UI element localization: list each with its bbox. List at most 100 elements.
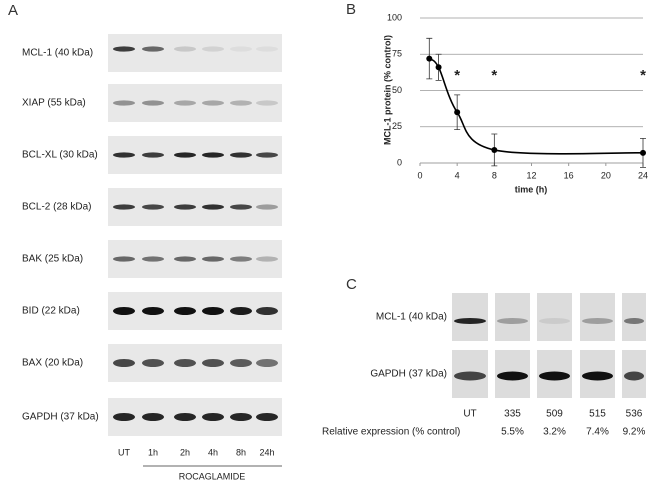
band (174, 256, 196, 262)
sample-label: 335 (504, 409, 521, 420)
band (142, 204, 164, 210)
y-axis-label: MCL-1 protein (% control) (382, 35, 392, 145)
band (539, 371, 570, 381)
band (113, 46, 135, 52)
band (113, 307, 135, 315)
band (113, 359, 135, 367)
panel-label: A (8, 2, 18, 19)
y-tick-label: 100 (387, 12, 402, 22)
x-tick-label: 12 (526, 170, 536, 180)
blot (108, 34, 282, 72)
band (230, 359, 252, 367)
band (113, 413, 135, 421)
band (454, 371, 486, 381)
annotation: * (640, 67, 646, 84)
point (640, 149, 646, 156)
band (582, 371, 613, 381)
band (230, 204, 252, 210)
band (454, 318, 486, 324)
band (202, 307, 224, 315)
band (256, 204, 278, 210)
blot-label: MCL-1 (40 kDa) (22, 48, 93, 59)
band (142, 100, 164, 106)
band (174, 204, 196, 210)
blot (622, 293, 646, 341)
blot-label: XIAP (55 kDa) (22, 98, 86, 109)
band (142, 152, 164, 158)
band (202, 46, 224, 52)
blot-label: GAPDH (37 kDa) (370, 369, 447, 380)
expression-value: 7.4% (586, 427, 609, 438)
band (202, 152, 224, 158)
band (142, 46, 164, 52)
band (174, 100, 196, 106)
band (256, 413, 278, 421)
expression-value: 5.5% (501, 427, 524, 438)
panel-label: C (346, 276, 357, 293)
blot-label: BCL-2 (28 kDa) (22, 202, 91, 213)
lane-label: UT (118, 447, 130, 457)
band (113, 152, 135, 158)
lane-label: 1h (148, 447, 158, 457)
point (491, 146, 498, 153)
band (113, 256, 135, 262)
band (230, 152, 252, 158)
blot-label: BID (22 kDa) (22, 306, 80, 317)
blot (580, 293, 615, 341)
blot-label: GAPDH (37 kDa) (22, 412, 99, 423)
sample-label: 536 (626, 409, 643, 420)
blot-label: BAK (25 kDa) (22, 254, 83, 265)
treatment-label: ROCAGLAMIDE (179, 471, 246, 481)
band (174, 359, 196, 367)
sample-label: 509 (546, 409, 563, 420)
band (256, 100, 278, 106)
x-tick-label: 0 (417, 170, 422, 180)
band (230, 100, 252, 106)
lane-label: 2h (180, 447, 190, 457)
x-tick-label: 8 (492, 170, 497, 180)
point (435, 64, 442, 71)
band (230, 413, 252, 421)
lane-label: 24h (259, 447, 274, 457)
band (256, 152, 278, 158)
band (256, 46, 278, 52)
x-tick-label: 24 (638, 170, 648, 180)
blot-label: MCL-1 (40 kDa) (376, 312, 447, 323)
x-tick-label: 4 (455, 170, 460, 180)
expression-label: Relative expression (% control) (322, 427, 460, 438)
lane-label: 8h (236, 447, 246, 457)
blot (108, 84, 282, 122)
blot (495, 293, 530, 341)
band (202, 100, 224, 106)
x-axis-label: time (h) (515, 184, 548, 194)
band (624, 371, 644, 381)
annotation: * (454, 67, 460, 84)
band (202, 413, 224, 421)
band (202, 204, 224, 210)
band (174, 46, 196, 52)
y-tick-label: 0 (397, 157, 402, 167)
band (497, 371, 528, 381)
annotation: * (491, 67, 497, 84)
x-tick-label: 16 (564, 170, 574, 180)
panel-label: B (346, 1, 356, 18)
band (142, 359, 164, 367)
band (539, 318, 570, 324)
band (174, 413, 196, 421)
point (426, 55, 433, 62)
band (202, 359, 224, 367)
band (113, 100, 135, 106)
y-tick-label: 25 (392, 121, 402, 131)
band (202, 256, 224, 262)
band (256, 256, 278, 262)
y-tick-label: 50 (392, 85, 402, 95)
x-tick-label: 20 (601, 170, 611, 180)
band (256, 359, 278, 367)
band (230, 256, 252, 262)
band (142, 256, 164, 262)
expression-value: 3.2% (543, 427, 566, 438)
band (230, 307, 252, 315)
sample-label: UT (463, 409, 476, 420)
lane-label: 4h (208, 447, 218, 457)
band (256, 307, 278, 315)
